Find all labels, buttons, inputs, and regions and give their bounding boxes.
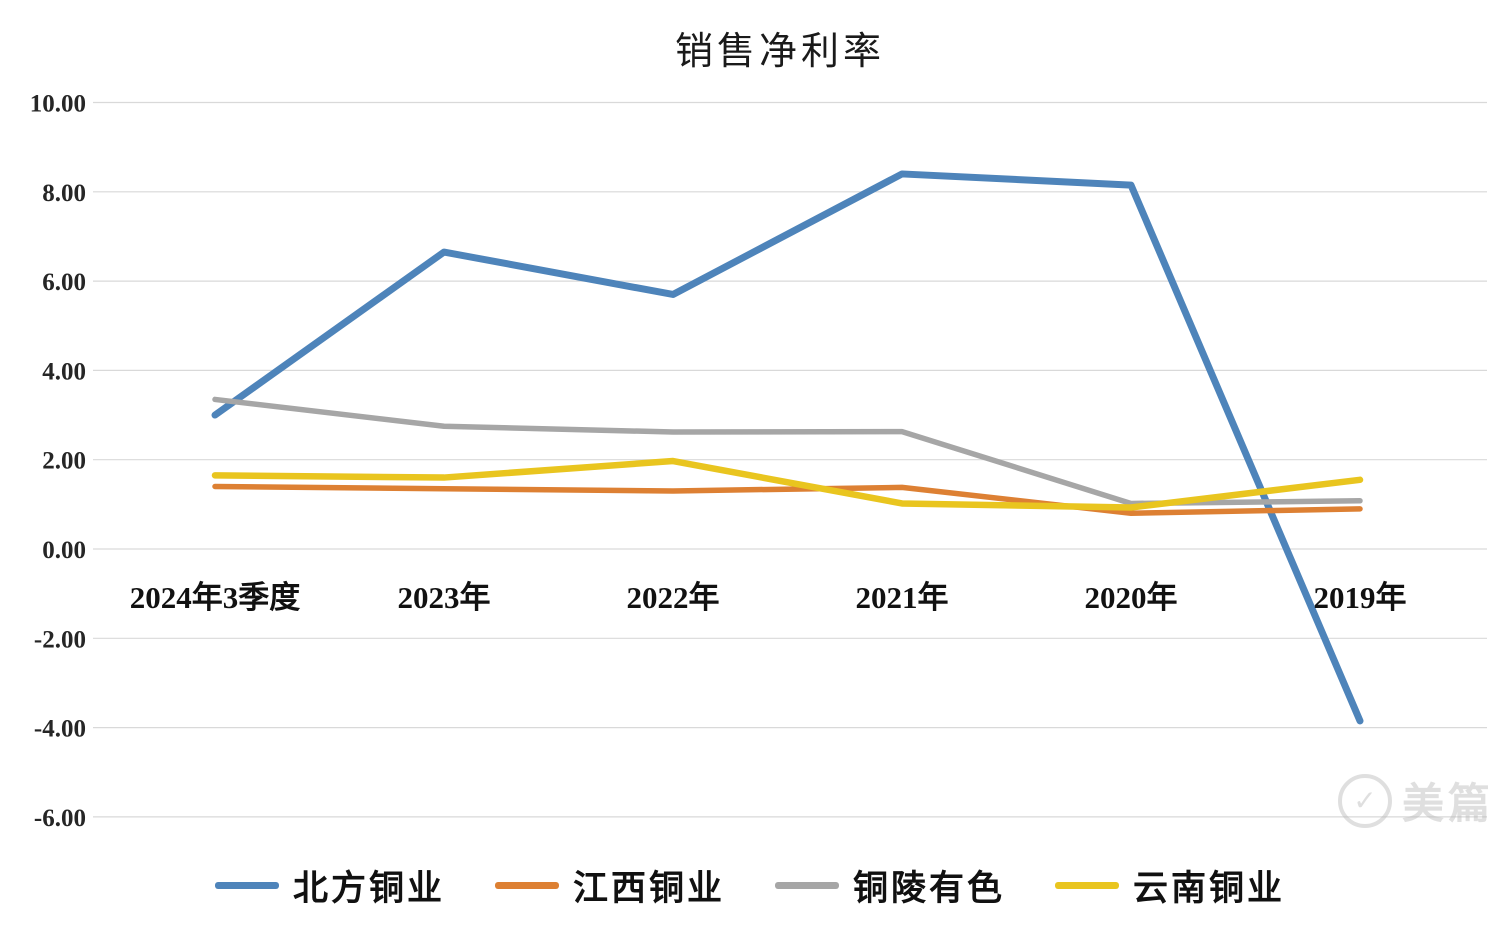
y-tick-label: 4.00 [42,358,86,385]
legend-swatch-icon [214,882,279,889]
legend-item-1: 江西铜业 [494,860,725,911]
legend-label: 云南铜业 [1133,869,1286,908]
x-tick-label: 2023年 [398,580,491,615]
watermark: ✓ 美篇 [1337,770,1494,831]
legend-item-3: 云南铜业 [1055,860,1285,911]
y-tick-label: 6.00 [42,269,86,296]
y-tick-label: -4.00 [34,716,86,743]
y-tick-label: 10.00 [30,91,86,118]
y-tick-label: 0.00 [42,537,86,564]
legend-label: 铜陵有色 [853,869,1006,908]
y-tick-label: 2.00 [42,448,86,475]
x-tick-label: 2019年 [1314,580,1407,615]
x-tick-label: 2021年 [856,580,949,615]
legend-label: 江西铜业 [572,869,725,908]
legend-swatch-icon [1055,882,1120,889]
y-tick-label: -2.00 [34,626,86,653]
series-line-3 [211,457,1364,511]
watermark-text: 美篇 [1401,780,1494,827]
y-tick-label: -6.00 [34,805,86,832]
legend-label: 北方铜业 [292,869,445,908]
chart-legend: 北方铜业 江西铜业 铜陵有色 云南铜业 [0,860,1500,911]
chart-title: 销售净利率 [674,31,885,73]
x-tick-label: 2020年 [1085,580,1178,615]
x-tick-label: 2022年 [627,580,720,615]
x-tick-label: 2024年3季度 [130,580,301,615]
series-line-1 [212,483,1363,517]
legend-swatch-icon [775,882,839,889]
legend-item-0: 北方铜业 [214,860,445,911]
legend-swatch-icon [494,882,559,889]
check-icon: ✓ [1337,773,1392,828]
legend-item-2: 铜陵有色 [775,860,1005,911]
series-line-0 [211,170,1364,725]
y-tick-label: 8.00 [42,180,86,207]
